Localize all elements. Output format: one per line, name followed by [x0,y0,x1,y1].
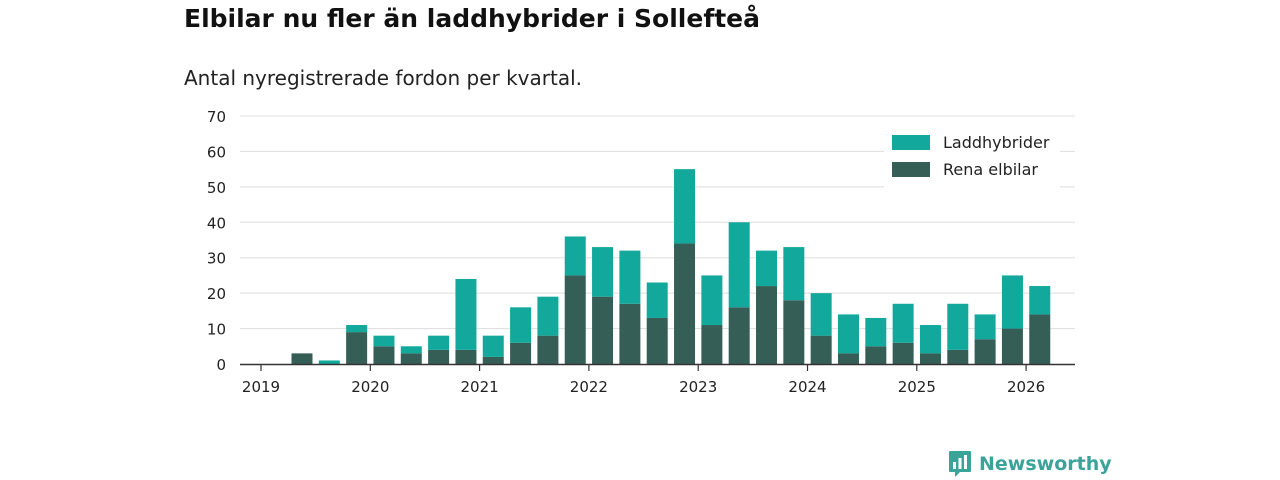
y-tick-label: 70 [207,108,226,126]
x-tick-label: 2023 [679,378,717,396]
bar-laddhybrider [373,335,395,347]
bar-rena-elbilar [564,275,586,364]
bar-laddhybrider [318,360,340,364]
x-tick-label: 2021 [461,378,499,396]
y-tick-label: 0 [216,356,226,374]
bar-laddhybrider [564,236,586,276]
y-tick-label: 30 [207,250,226,268]
x-tick-label: 2022 [570,378,608,396]
brand-logo[interactable]: Newsworthy [948,450,1112,478]
bar-laddhybrider [892,303,914,343]
y-tick-label: 50 [207,179,226,197]
bar-laddhybrider [646,282,668,318]
x-tick-label: 2019 [242,378,280,396]
x-tick-label: 2026 [1007,378,1045,396]
bar-rena-elbilar [346,332,368,364]
bar-laddhybrider [1001,275,1023,329]
bar-laddhybrider [810,293,832,336]
bar-rena-elbilar [1001,328,1023,364]
bar-laddhybrider [974,314,996,340]
bar-rena-elbilar [783,300,805,364]
chart-subtitle: Antal nyregistrerade fordon per kvartal. [184,66,583,90]
legend-label-laddhybrider: Laddhybrider [943,133,1050,152]
y-tick-label: 60 [207,143,226,161]
bar-rena-elbilar [592,296,614,364]
bar-rena-elbilar [646,317,668,364]
bar-rena-elbilar [510,342,532,364]
bar-rena-elbilar [919,353,941,364]
bar-rena-elbilar [974,339,996,364]
newsworthy-logo-icon [949,451,971,477]
x-tick-label: 2024 [788,378,826,396]
bar-laddhybrider [756,250,778,287]
legend-label-rena-elbilar: Rena elbilar [943,160,1038,179]
bar-rena-elbilar [701,325,723,364]
bar-rena-elbilar [865,346,887,364]
bar-laddhybrider [537,296,559,336]
bar-laddhybrider [428,335,450,350]
bar-rena-elbilar [537,335,559,364]
bar-laddhybrider [674,169,696,244]
bar-rena-elbilar [373,346,395,364]
brand-name: Newsworthy [979,453,1112,475]
bar-rena-elbilar [291,353,313,364]
bar-laddhybrider [400,346,422,354]
bar-laddhybrider [482,335,504,357]
bar-laddhybrider [837,314,859,354]
bar-rena-elbilar [756,286,778,364]
bar-laddhybrider [510,307,532,343]
bar-rena-elbilar [837,353,859,364]
bar-rena-elbilar [674,243,696,364]
bar-laddhybrider [919,325,941,354]
legend-swatch-rena-elbilar [892,162,930,177]
bar-laddhybrider [592,247,614,297]
bar-laddhybrider [728,222,750,308]
bar-rena-elbilar [947,349,969,364]
y-tick-label: 10 [207,321,226,339]
bar-laddhybrider [947,303,969,350]
bar-rena-elbilar [482,356,504,364]
bar-laddhybrider [783,247,805,301]
y-tick-label: 40 [207,214,226,232]
bar-rena-elbilar [728,307,750,364]
bar-rena-elbilar [892,342,914,364]
bar-rena-elbilar [1029,314,1051,364]
bar-laddhybrider [619,250,641,304]
bar-laddhybrider [865,317,887,347]
x-tick-label: 2025 [898,378,936,396]
chart-title: Elbilar nu fler än laddhybrider i Sollef… [184,4,760,33]
bar-laddhybrider [1029,286,1051,315]
bar-rena-elbilar [428,349,450,364]
bar-rena-elbilar [810,335,832,364]
bar-rena-elbilar [619,303,641,364]
bar-laddhybrider [455,278,477,350]
bar-rena-elbilar [400,353,422,364]
legend-swatch-laddhybrider [892,135,930,150]
bar-laddhybrider [346,325,368,333]
x-tick-label: 2020 [351,378,389,396]
bar-rena-elbilar [455,349,477,364]
y-tick-label: 20 [207,285,226,303]
bar-laddhybrider [701,275,723,326]
